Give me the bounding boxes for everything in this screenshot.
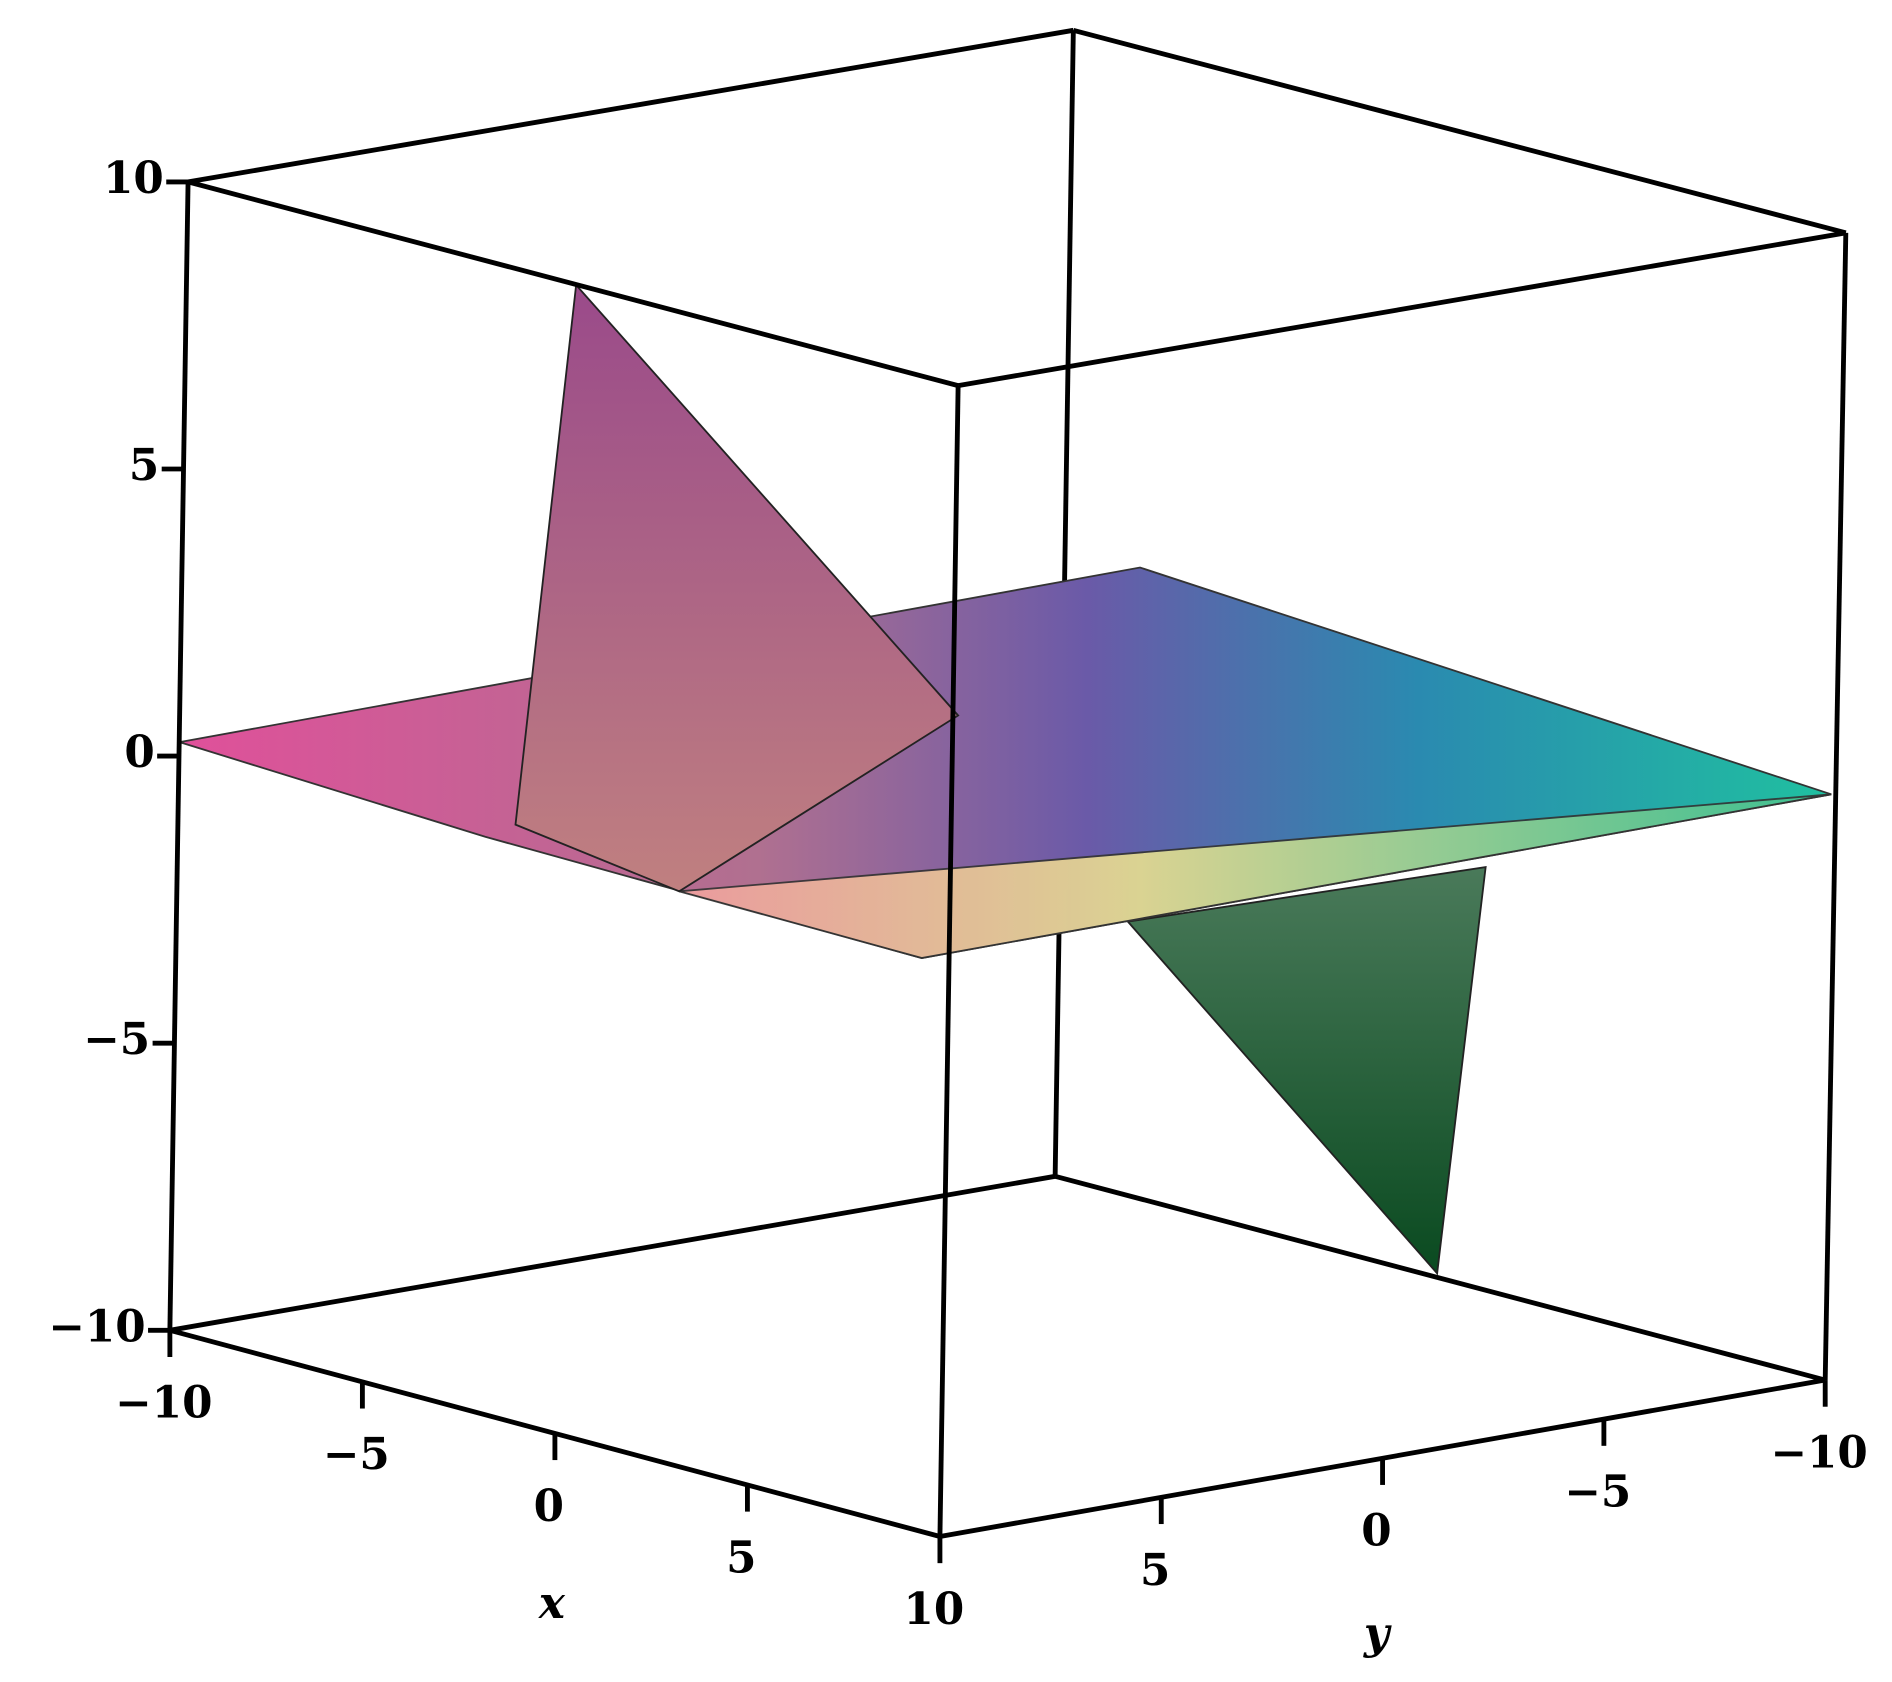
z-tick-label: 0 <box>124 727 154 778</box>
y-tick-label: −10 <box>1770 1427 1867 1478</box>
box-edge <box>957 230 1847 389</box>
x-tick-label: −5 <box>323 1429 390 1480</box>
box-edge <box>1072 27 1847 236</box>
z-tick-label: −5 <box>83 1014 150 1065</box>
x-tick-label: −10 <box>115 1378 212 1429</box>
y-tick-label: 5 <box>1140 1545 1170 1596</box>
y-tick-label: 0 <box>1361 1506 1391 1557</box>
box-edge <box>187 179 959 388</box>
box-edge <box>1822 232 1849 1381</box>
surface <box>179 282 1832 1276</box>
box-edge <box>1054 1173 1826 1383</box>
x-tick-label: 5 <box>726 1532 756 1583</box>
x-axis-label: x <box>538 1578 566 1629</box>
z-tick-label: 10 <box>103 153 164 204</box>
y-axis-label: y <box>1363 1608 1392 1659</box>
x-tick-label: 10 <box>904 1584 965 1635</box>
surface-trough <box>1126 865 1487 1276</box>
x-tick-label: 0 <box>534 1481 564 1532</box>
y-tick-label: −5 <box>1564 1467 1631 1518</box>
surface-front <box>678 793 1832 959</box>
z-tick-label: 5 <box>129 440 159 491</box>
box-edge <box>187 27 1074 185</box>
z-tick-label: −10 <box>48 1301 145 1352</box>
box-edge <box>937 385 961 1537</box>
box-edge <box>169 1173 1056 1333</box>
surface-peak <box>514 282 960 893</box>
